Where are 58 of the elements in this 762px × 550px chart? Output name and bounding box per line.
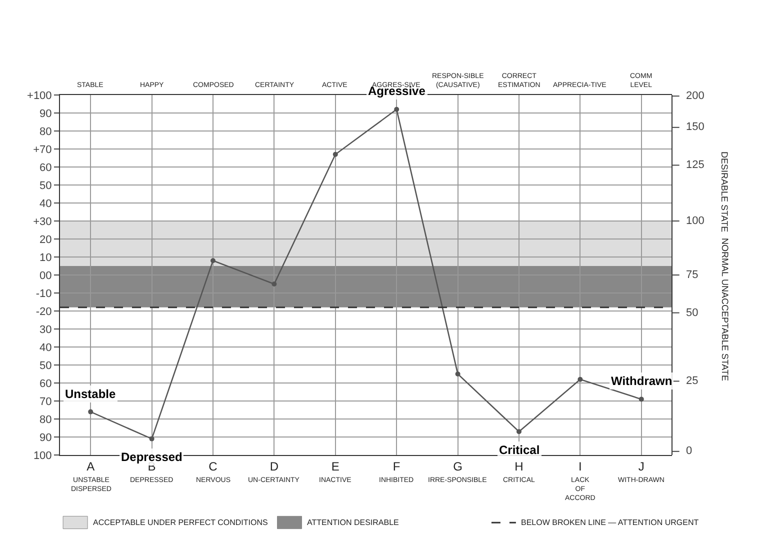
x-tick-label: D xyxy=(270,459,279,474)
text: NORMAL xyxy=(720,238,730,277)
text: 25 xyxy=(686,375,698,387)
y-tick-label: 40 xyxy=(40,198,52,210)
y-tick-label: -20 xyxy=(36,306,52,318)
y-tick-label: 50 xyxy=(40,180,52,192)
x-tick-label: A xyxy=(86,459,95,474)
y-tick-label: 10 xyxy=(40,252,52,264)
y-tick-label: 00 xyxy=(40,270,52,282)
text: 100 xyxy=(686,215,704,227)
point xyxy=(332,152,338,157)
y-tick-label: +70 xyxy=(33,144,52,156)
y-tick-label: 20 xyxy=(40,234,52,246)
y-tick-label: 60 xyxy=(40,162,52,174)
point xyxy=(394,106,400,112)
text: UNACCEPTABLE STATE xyxy=(720,279,730,382)
x-tick-label: C xyxy=(208,459,218,474)
point xyxy=(210,258,216,264)
text: 150 xyxy=(686,121,704,133)
x-tick-label: F xyxy=(392,459,400,474)
x-tick-label: H xyxy=(514,459,524,474)
y-tick-label: 90 xyxy=(40,108,52,120)
point xyxy=(516,429,522,434)
y-tick-label: -10 xyxy=(36,288,52,300)
legend-label: ACCEPTABLE UNDER PERFECT CONDITIONS xyxy=(93,518,268,527)
point xyxy=(88,409,94,414)
text: DESIRABLE STATE xyxy=(720,152,730,232)
y-tick-label: 80 xyxy=(40,126,52,138)
text: 0 xyxy=(686,445,692,457)
point xyxy=(455,372,460,376)
y-tick-label: 60 xyxy=(40,378,52,390)
annotation: Withdrawn xyxy=(611,374,672,388)
y-tick-label: 100 xyxy=(33,450,52,462)
y-tick-label: +30 xyxy=(33,216,52,228)
annotation: Critical xyxy=(499,443,540,457)
annotation: Unstable xyxy=(65,387,116,401)
x-tick-label: J xyxy=(638,459,644,474)
y-tick-label: 80 xyxy=(40,414,52,426)
legend-label: ATTENTION DESIRABLE xyxy=(307,518,399,527)
x-tick-label: I xyxy=(578,459,582,474)
y-tick-label: 70 xyxy=(40,396,52,408)
point xyxy=(638,396,644,402)
text: 75 xyxy=(686,269,698,281)
text: 200 xyxy=(686,90,704,102)
x-tick-label: G xyxy=(453,459,462,474)
y-tick-label: +100 xyxy=(27,90,52,102)
point xyxy=(149,436,154,442)
y-tick-label: 30 xyxy=(40,324,52,336)
text: 50 xyxy=(686,307,698,319)
point xyxy=(272,282,277,286)
y-tick-label: 40 xyxy=(40,342,52,354)
text: 125 xyxy=(686,159,704,171)
point xyxy=(578,376,583,382)
y-tick-label: 90 xyxy=(40,432,52,444)
annotation: Depressed xyxy=(121,450,182,464)
legend-label: BELOW BROKEN LINE — ATTENTION URGENT xyxy=(521,518,699,527)
y-tick-label: 50 xyxy=(40,360,52,372)
x-tick-label: E xyxy=(331,459,340,474)
